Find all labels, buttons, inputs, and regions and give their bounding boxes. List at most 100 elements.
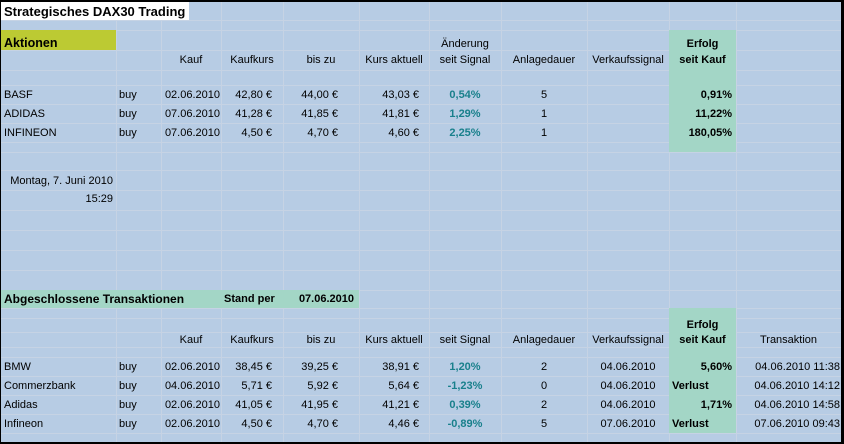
stand-per-date[interactable]: 07.06.2010 bbox=[298, 293, 354, 305]
cell-anlagedauer[interactable]: 0 bbox=[540, 379, 548, 392]
title-cell-background bbox=[1, 2, 189, 20]
cell-verkaufssignal[interactable]: 07.06.2010 bbox=[600, 417, 656, 430]
cell-kurs-aktuell[interactable]: 38,91 € bbox=[382, 360, 419, 373]
header-erfolg[interactable]: Erfolg bbox=[686, 38, 719, 50]
cell-kurs-aktuell[interactable]: 41,81 € bbox=[382, 107, 419, 120]
cell-kauf-date[interactable]: 02.06.2010 bbox=[164, 398, 220, 411]
header-aenderung[interactable]: Änderung bbox=[441, 38, 489, 50]
cell-seit-signal[interactable]: 0,54% bbox=[449, 88, 481, 101]
cell-transaktion[interactable]: 07.06.2010 09:43 bbox=[754, 417, 840, 430]
cell-erfolg[interactable]: 0,91% bbox=[700, 88, 732, 101]
current-date[interactable]: Montag, 7. Juni 2010 bbox=[10, 175, 113, 187]
cell-verkaufssignal[interactable]: 04.06.2010 bbox=[600, 379, 656, 392]
stand-per-label[interactable]: Stand per bbox=[224, 293, 275, 305]
cell-action[interactable]: buy bbox=[119, 88, 137, 101]
cell-anlagedauer[interactable]: 2 bbox=[540, 360, 548, 373]
cell-anlagedauer[interactable]: 2 bbox=[540, 398, 548, 411]
cell-erfolg[interactable]: 180,05% bbox=[688, 126, 732, 139]
cell-kurs-aktuell[interactable]: 5,64 € bbox=[388, 379, 419, 392]
cell-kauf-date[interactable]: 02.06.2010 bbox=[164, 360, 220, 373]
section-label-aktionen[interactable]: Aktionen bbox=[4, 36, 58, 50]
header-kaufkurs[interactable]: Kaufkurs bbox=[230, 54, 274, 66]
cell-kauf-date[interactable]: 07.06.2010 bbox=[164, 107, 220, 120]
header-kurs-aktuell[interactable]: Kurs aktuell bbox=[365, 333, 423, 346]
cell-kauf-date[interactable]: 04.06.2010 bbox=[164, 379, 220, 392]
cell-action[interactable]: buy bbox=[119, 379, 137, 392]
cell-seit-signal[interactable]: -0,89% bbox=[447, 417, 483, 430]
cell-bis-zu[interactable]: 39,25 € bbox=[301, 360, 338, 373]
cell-name[interactable]: INFINEON bbox=[4, 126, 57, 139]
cell-name[interactable]: Commerzbank bbox=[4, 379, 76, 392]
cell-anlagedauer[interactable]: 5 bbox=[540, 88, 548, 101]
cell-seit-signal[interactable]: 2,25% bbox=[449, 126, 481, 139]
header-bis-zu[interactable]: bis zu bbox=[306, 54, 336, 66]
header-seit-signal[interactable]: seit Signal bbox=[439, 333, 491, 346]
cell-action[interactable]: buy bbox=[119, 126, 137, 139]
cell-seit-signal[interactable]: 1,20% bbox=[449, 360, 481, 373]
cell-name[interactable]: ADIDAS bbox=[4, 107, 45, 120]
section-label-abgeschlossene[interactable]: Abgeschlossene Transaktionen bbox=[4, 292, 185, 306]
header-seit-kauf[interactable]: seit Kauf bbox=[679, 333, 726, 346]
header-verkaufssignal[interactable]: Verkaufssignal bbox=[592, 333, 664, 346]
cell-kauf-date[interactable]: 02.06.2010 bbox=[164, 88, 220, 101]
title-row: Strategisches DAX30 Trading bbox=[1, 2, 841, 20]
header-kurs-aktuell[interactable]: Kurs aktuell bbox=[365, 54, 423, 66]
header-kauf[interactable]: Kauf bbox=[179, 333, 203, 346]
cell-bis-zu[interactable]: 41,95 € bbox=[301, 398, 338, 411]
cell-name[interactable]: Adidas bbox=[4, 398, 38, 411]
cell-kauf-date[interactable]: 07.06.2010 bbox=[164, 126, 220, 139]
cell-anlagedauer[interactable]: 1 bbox=[540, 107, 548, 120]
cell-kaufkurs[interactable]: 5,71 € bbox=[241, 379, 272, 392]
cell-kaufkurs[interactable]: 38,45 € bbox=[235, 360, 272, 373]
cell-verkaufssignal[interactable]: 04.06.2010 bbox=[600, 360, 656, 373]
cell-seit-signal[interactable]: 1,29% bbox=[449, 107, 481, 120]
cell-bis-zu[interactable]: 4,70 € bbox=[307, 126, 338, 139]
header-erfolg[interactable]: Erfolg bbox=[686, 319, 719, 331]
cell-kaufkurs[interactable]: 41,28 € bbox=[235, 107, 272, 120]
cell-kaufkurs[interactable]: 4,50 € bbox=[241, 126, 272, 139]
cell-bis-zu[interactable]: 44,00 € bbox=[301, 88, 338, 101]
cell-bis-zu[interactable]: 5,92 € bbox=[307, 379, 338, 392]
cell-erfolg[interactable]: Verlust bbox=[672, 417, 709, 430]
header-anlagedauer[interactable]: Anlagedauer bbox=[512, 333, 576, 346]
cell-kurs-aktuell[interactable]: 4,60 € bbox=[388, 126, 419, 139]
header-anlagedauer[interactable]: Anlagedauer bbox=[512, 54, 576, 66]
cell-kauf-date[interactable]: 02.06.2010 bbox=[164, 417, 220, 430]
cell-kaufkurs[interactable]: 4,50 € bbox=[241, 417, 272, 430]
cell-kurs-aktuell[interactable]: 41,21 € bbox=[382, 398, 419, 411]
cell-name[interactable]: BMW bbox=[4, 360, 31, 373]
cell-bis-zu[interactable]: 4,70 € bbox=[307, 417, 338, 430]
cell-seit-signal[interactable]: 0,39% bbox=[449, 398, 481, 411]
header-verkaufssignal[interactable]: Verkaufssignal bbox=[592, 54, 664, 66]
cell-erfolg[interactable]: Verlust bbox=[672, 379, 709, 392]
current-time[interactable]: 15:29 bbox=[85, 193, 113, 205]
cell-action[interactable]: buy bbox=[119, 360, 137, 373]
cell-transaktion[interactable]: 04.06.2010 14:58 bbox=[754, 398, 840, 411]
cell-anlagedauer[interactable]: 5 bbox=[540, 417, 548, 430]
cell-anlagedauer[interactable]: 1 bbox=[540, 126, 548, 139]
cell-verkaufssignal[interactable]: 04.06.2010 bbox=[600, 398, 656, 411]
header-kauf[interactable]: Kauf bbox=[179, 54, 203, 66]
gridline bbox=[1, 123, 841, 124]
cell-name[interactable]: Infineon bbox=[4, 417, 44, 430]
header-kaufkurs[interactable]: Kaufkurs bbox=[230, 333, 274, 346]
cell-action[interactable]: buy bbox=[119, 417, 137, 430]
cell-kurs-aktuell[interactable]: 4,46 € bbox=[388, 417, 419, 430]
header-seit-signal[interactable]: seit Signal bbox=[439, 54, 491, 66]
header-transaktion[interactable]: Transaktion bbox=[759, 333, 818, 346]
cell-kurs-aktuell[interactable]: 43,03 € bbox=[382, 88, 419, 101]
cell-action[interactable]: buy bbox=[119, 107, 137, 120]
cell-bis-zu[interactable]: 41,85 € bbox=[301, 107, 338, 120]
cell-kaufkurs[interactable]: 42,80 € bbox=[235, 88, 272, 101]
cell-kaufkurs[interactable]: 41,05 € bbox=[235, 398, 272, 411]
header-seit-kauf[interactable]: seit Kauf bbox=[679, 54, 726, 66]
cell-transaktion[interactable]: 04.06.2010 14:12 bbox=[754, 379, 840, 392]
cell-action[interactable]: buy bbox=[119, 398, 137, 411]
cell-erfolg[interactable]: 1,71% bbox=[700, 398, 732, 411]
cell-name[interactable]: BASF bbox=[4, 88, 33, 101]
cell-seit-signal[interactable]: -1,23% bbox=[447, 379, 483, 392]
header-bis-zu[interactable]: bis zu bbox=[306, 333, 336, 346]
cell-erfolg[interactable]: 11,22% bbox=[695, 107, 732, 120]
cell-transaktion[interactable]: 04.06.2010 11:38 bbox=[755, 360, 840, 373]
cell-erfolg[interactable]: 5,60% bbox=[700, 360, 732, 373]
